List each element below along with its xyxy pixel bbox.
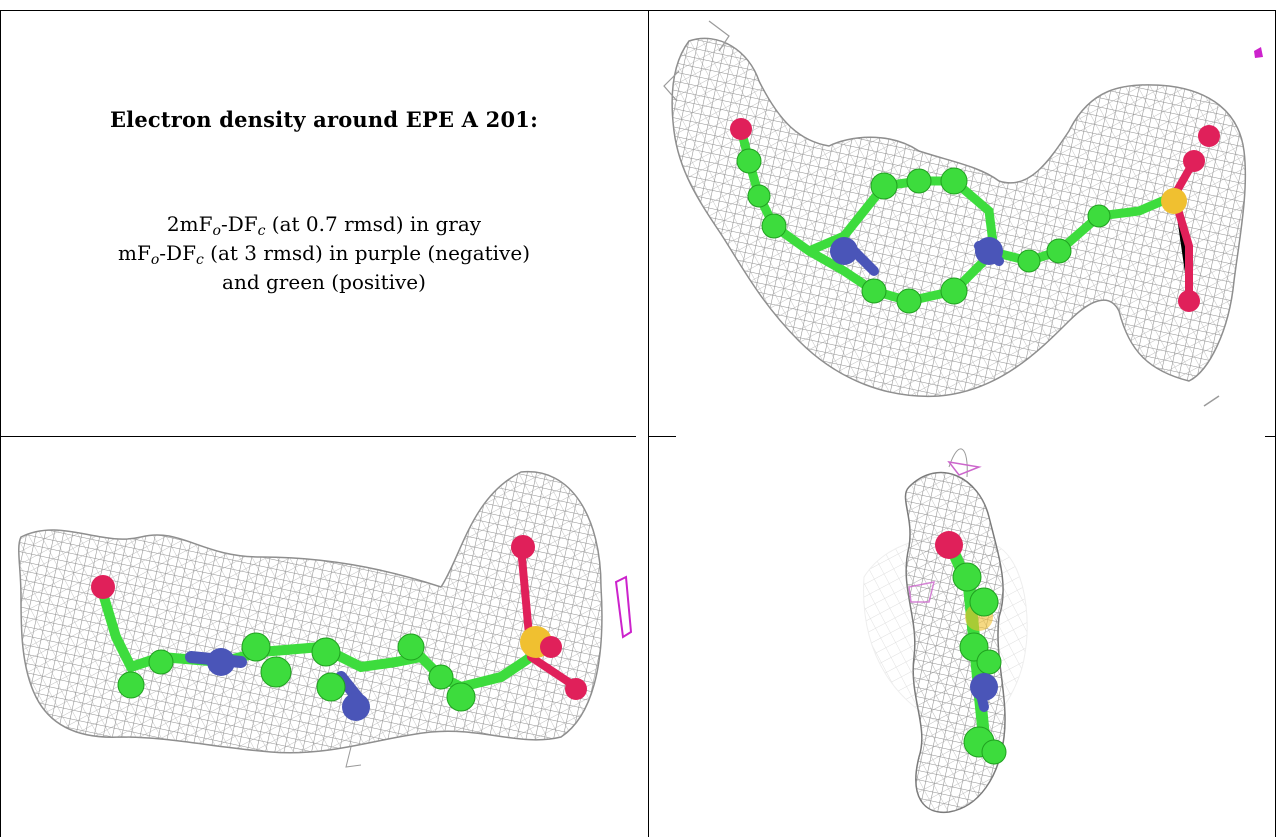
density-view-top-right xyxy=(649,11,1275,436)
table-border-top xyxy=(0,10,1276,11)
table-divider-horizontal-left xyxy=(0,436,636,437)
caption-cell: Electron density around EPE A 201: 2mFo-… xyxy=(0,10,648,436)
figure-title: Electron density around EPE A 201: xyxy=(109,107,539,132)
epe-molecule xyxy=(730,118,1220,314)
legend-line-mfo: mFo-DFc (at 3 rmsd) in purple (negative) xyxy=(118,241,530,268)
table-divider-vertical xyxy=(648,10,649,837)
epe-molecule xyxy=(91,535,587,721)
negative-density-blob xyxy=(614,575,633,639)
density-view-bottom-left xyxy=(1,437,648,837)
negative-density-blob xyxy=(1254,47,1263,58)
density-mesh xyxy=(663,20,1247,407)
legend-line-green: and green (positive) xyxy=(222,270,426,294)
table-border-left xyxy=(0,10,1,837)
table-divider-horizontal-mid xyxy=(648,436,676,437)
epe-molecule xyxy=(935,531,1007,765)
density-view-bottom-right xyxy=(649,437,1275,837)
table-divider-horizontal-right xyxy=(1265,436,1275,437)
figure-legend: 2mFo-DFc (at 0.7 rmsd) in gray mFo-DFc (… xyxy=(0,210,648,297)
negative-density-blob xyxy=(947,460,982,476)
legend-line-2mfo: 2mFo-DFc (at 0.7 rmsd) in gray xyxy=(166,212,482,239)
negative-density-blob xyxy=(908,581,936,603)
